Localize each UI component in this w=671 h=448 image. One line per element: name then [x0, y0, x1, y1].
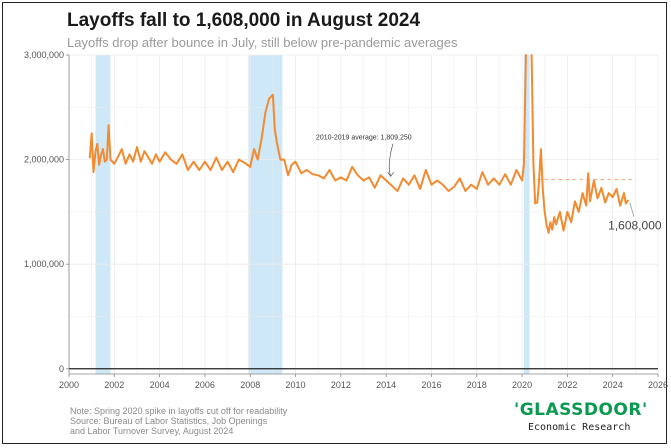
recession-band-1: [95, 55, 111, 374]
recession-band-2: [248, 55, 283, 374]
y-tick-label: 2,000,000: [24, 155, 64, 165]
footer-notes: Note: Spring 2020 spike in layoffs cut o…: [70, 406, 287, 436]
chart-subtitle: Layoffs drop after bounce in July, still…: [67, 35, 458, 50]
footer-note: Note: Spring 2020 spike in layoffs cut o…: [70, 406, 288, 416]
annotation-group: 2010-2019 average: 1,809,250 1,608,000: [316, 135, 662, 233]
x-tick-label: 2016: [421, 380, 441, 390]
y-tick-label: 0: [59, 364, 64, 374]
average-annotation-arrowhead: [387, 172, 394, 177]
logo-subtitle: Economic Research: [528, 422, 631, 433]
series-group: [88, 54, 629, 234]
x-tick-label: 2012: [331, 380, 351, 390]
glassdoor-logo: 'GLASSDOOR' Economic Research: [514, 400, 648, 433]
x-tick-label: 2014: [376, 380, 396, 390]
footer-source-line-2: and Labor Turnover Survey, August 2024: [70, 426, 234, 436]
x-tick-label: 2010: [286, 380, 306, 390]
x-tick-label: 2008: [240, 380, 260, 390]
x-tick-label: 2002: [104, 380, 124, 390]
x-tick-label: 2024: [603, 380, 623, 390]
y-tick-label: 1,000,000: [24, 259, 64, 269]
average-annotation-arrow: [388, 143, 394, 177]
series-line: [88, 54, 629, 234]
average-annotation-label: 2010-2019 average: 1,809,250: [316, 135, 412, 142]
x-tick-label: 2018: [467, 380, 487, 390]
y-tick-label: 3,000,000: [24, 50, 64, 60]
footer-source-line-1: Source: Bureau of Labor Statistics, Job …: [70, 416, 268, 426]
chart-title: Layoffs fall to 1,608,000 in August 2024: [67, 10, 421, 31]
recession-band-3: [523, 55, 530, 374]
chart-grid: [68, 54, 659, 374]
x-tick-label: 2004: [150, 380, 170, 390]
x-tick-label: 2020: [512, 380, 532, 390]
x-tick-label: 2000: [59, 380, 79, 390]
end-value-label: 1,608,000: [608, 219, 662, 233]
logo-wordmark: 'GLASSDOOR': [514, 400, 648, 420]
x-tick-label: 2022: [557, 380, 577, 390]
x-tick-label: 2006: [195, 380, 215, 390]
chart-axes: 2000 2002 2004 2006 2008 2010 2012 2014 2016 2018…: [24, 50, 668, 390]
x-tick-label: 2026: [648, 380, 668, 390]
recession-bands: [95, 55, 530, 374]
end-label-leader: [629, 202, 635, 217]
